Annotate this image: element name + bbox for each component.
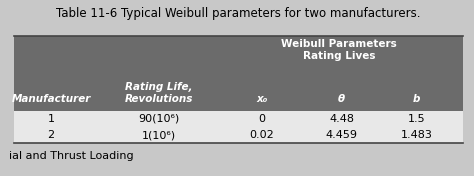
FancyBboxPatch shape <box>14 36 463 111</box>
Text: 4.48: 4.48 <box>329 114 354 124</box>
Text: Weibull Parameters
Rating Lives: Weibull Parameters Rating Lives <box>281 39 397 61</box>
Text: Manufacturer: Manufacturer <box>11 94 91 104</box>
Text: Table 11-6 Typical Weibull parameters for two manufacturers.: Table 11-6 Typical Weibull parameters fo… <box>56 7 421 20</box>
Text: 1.483: 1.483 <box>401 130 432 140</box>
Text: x₀: x₀ <box>256 94 267 104</box>
Text: 1.5: 1.5 <box>408 114 425 124</box>
Text: ial and Thrust Loading: ial and Thrust Loading <box>9 151 134 161</box>
Text: b: b <box>413 94 420 104</box>
FancyBboxPatch shape <box>14 111 463 143</box>
Text: 90(10⁶): 90(10⁶) <box>138 114 180 124</box>
Text: Rating Life,
Revolutions: Rating Life, Revolutions <box>125 82 193 104</box>
Text: 0.02: 0.02 <box>249 130 274 140</box>
Text: 2: 2 <box>47 130 55 140</box>
Text: 1: 1 <box>48 114 55 124</box>
Text: 1(10⁶): 1(10⁶) <box>142 130 176 140</box>
Text: 4.459: 4.459 <box>326 130 357 140</box>
Text: 0: 0 <box>258 114 265 124</box>
Text: θ: θ <box>338 94 345 104</box>
